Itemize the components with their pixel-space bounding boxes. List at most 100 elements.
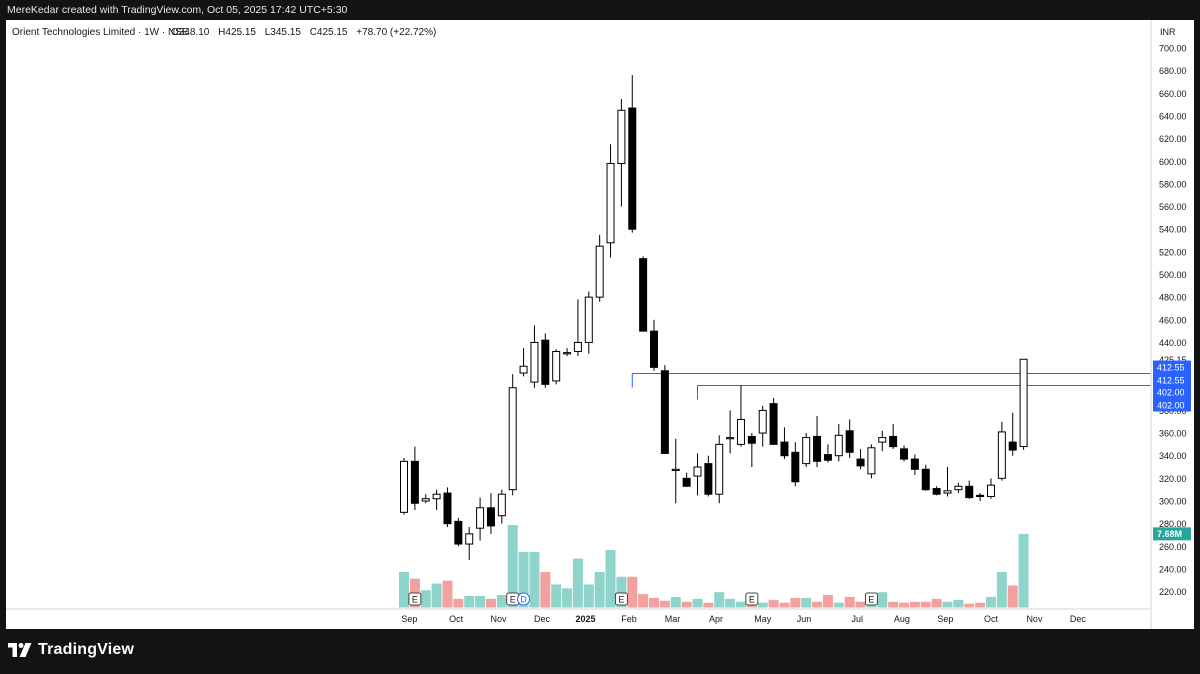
candle[interactable] (965, 480, 974, 499)
time-axis[interactable]: Sep Oct Nov Dec 2025 Feb Mar Apr May Jun Jul Aug Sep… (401, 614, 1086, 624)
time-tick-label: Apr (709, 614, 723, 624)
candle[interactable] (726, 410, 735, 454)
candle[interactable] (910, 454, 919, 475)
candle[interactable] (617, 98, 626, 207)
candle[interactable] (650, 319, 659, 371)
candle[interactable] (443, 487, 452, 528)
candle[interactable] (900, 445, 909, 462)
candle[interactable] (954, 482, 963, 494)
candle[interactable] (454, 517, 463, 547)
price-axis[interactable]: 220.00 240.00 260.00 280.00 300.00 320.00 340.… (1159, 44, 1187, 598)
candle[interactable] (639, 256, 648, 332)
candle[interactable] (943, 467, 952, 497)
candle[interactable] (573, 299, 582, 357)
candles[interactable] (400, 75, 1028, 560)
candle[interactable] (563, 348, 572, 357)
time-tick-label: Sep (937, 614, 953, 624)
dividend-marker-circle (517, 592, 531, 606)
candle-body-up (726, 437, 735, 440)
earnings-marker[interactable]: E (614, 592, 628, 606)
candle[interactable] (1008, 412, 1017, 456)
time-tick-label: Dec (1070, 614, 1087, 624)
legend-high: H425.15 (218, 27, 256, 38)
volume-bar (975, 602, 986, 608)
candle[interactable] (465, 527, 474, 560)
candle[interactable] (486, 493, 495, 534)
candle[interactable] (715, 435, 724, 504)
candle[interactable] (769, 397, 778, 445)
candle[interactable] (932, 486, 941, 496)
legend-change: +78.70 (+22.72%) (356, 27, 436, 38)
volume-bar (844, 596, 855, 608)
candle[interactable] (780, 427, 789, 460)
candle[interactable] (519, 348, 528, 377)
candle[interactable] (834, 423, 843, 462)
price-tick-label: 580.00 (1159, 179, 1187, 189)
candle[interactable] (432, 489, 441, 511)
candle[interactable] (878, 430, 887, 452)
candle[interactable] (671, 438, 680, 504)
candle[interactable] (410, 446, 419, 511)
candle-body-up (584, 296, 593, 343)
earnings-marker[interactable]: E (506, 592, 520, 606)
candle[interactable] (541, 333, 550, 388)
level-price-tag-text: 402.00 (1157, 400, 1185, 410)
dividend-marker[interactable]: D (517, 592, 531, 606)
price-tick-label: 500.00 (1159, 270, 1187, 280)
candle[interactable] (530, 325, 539, 388)
volume-bar (507, 525, 518, 608)
earnings-marker[interactable]: E (408, 592, 422, 606)
candle[interactable] (552, 349, 561, 385)
candle[interactable] (736, 385, 745, 447)
candle[interactable] (823, 444, 832, 463)
candle[interactable] (421, 494, 430, 504)
candle[interactable] (845, 419, 854, 458)
level-price-tag: 412.55 (1153, 360, 1191, 374)
candle[interactable] (889, 423, 898, 449)
candle[interactable] (758, 405, 767, 447)
time-tick-label: Feb (621, 614, 637, 624)
earnings-marker[interactable]: E (745, 592, 759, 606)
candle[interactable] (595, 234, 604, 302)
earnings-marker[interactable]: E (864, 592, 878, 606)
price-chart[interactable]: E E E E ED 220.00240.00260.00280.00300.00320… (6, 20, 1194, 629)
price-tick-label: 220.00 (1159, 587, 1187, 597)
volume-bar (399, 572, 409, 608)
volume-bar (540, 572, 551, 608)
candle-body-up (997, 431, 1006, 479)
volume-bar (855, 601, 866, 608)
time-tick-label: Dec (534, 614, 551, 624)
candle[interactable] (802, 433, 811, 468)
tradingview-logo[interactable]: TradingView (8, 641, 134, 659)
candle[interactable] (693, 453, 702, 496)
volume-bar (562, 588, 573, 608)
candle[interactable] (628, 75, 637, 233)
candle[interactable] (813, 416, 822, 468)
candle-body-up (519, 365, 528, 374)
candle[interactable] (921, 464, 930, 491)
candle[interactable] (704, 455, 713, 497)
candle[interactable] (400, 457, 408, 515)
candle[interactable] (497, 489, 506, 524)
candle[interactable] (867, 444, 876, 479)
candle[interactable] (660, 365, 669, 454)
event-markers[interactable]: E E E E ED (408, 592, 878, 606)
candle[interactable] (791, 442, 800, 487)
candle[interactable] (584, 291, 593, 354)
candle-body-down (910, 458, 919, 470)
candle[interactable] (1019, 358, 1028, 450)
volume-bar (725, 598, 736, 608)
level-price-tag-text: 402.00 (1157, 387, 1185, 397)
candle[interactable] (606, 144, 615, 258)
candle[interactable] (747, 433, 756, 468)
candle[interactable] (976, 493, 985, 501)
candle[interactable] (856, 448, 865, 470)
candle[interactable] (508, 374, 517, 496)
candle[interactable] (476, 497, 485, 541)
candle[interactable] (682, 472, 691, 487)
candle[interactable] (997, 421, 1006, 481)
price-tick-label: 460.00 (1159, 315, 1187, 325)
horizontal-lines[interactable] (631, 373, 1151, 400)
candle[interactable] (986, 478, 995, 499)
